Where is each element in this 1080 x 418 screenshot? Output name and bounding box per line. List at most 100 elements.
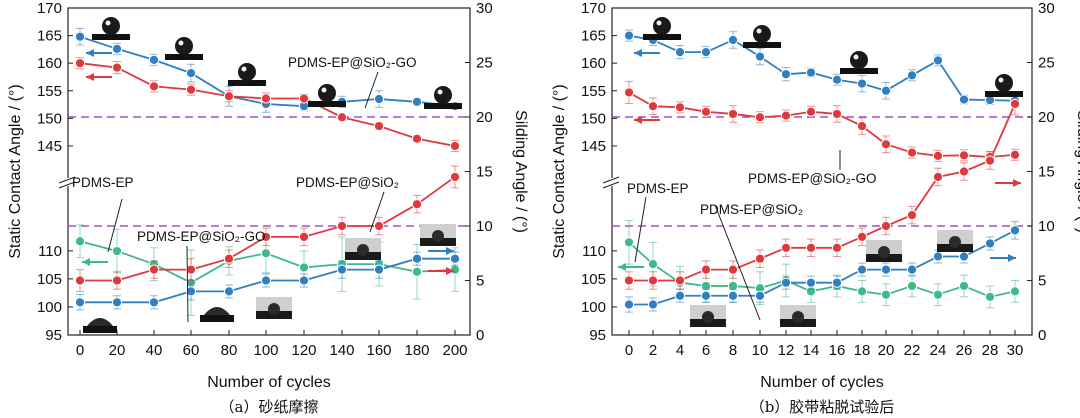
axis-arrow-head — [86, 73, 94, 81]
data-point — [805, 277, 817, 288]
axis-arrow-head — [634, 116, 642, 124]
data-point — [148, 81, 160, 92]
data-point — [223, 286, 235, 297]
data-point — [111, 43, 123, 54]
data-point — [74, 236, 86, 247]
data-point — [336, 264, 348, 275]
data-point — [185, 264, 197, 275]
x-tick-label: 100 — [253, 342, 278, 359]
data-point — [411, 199, 423, 210]
left-tick-label: 160 — [581, 55, 606, 72]
series-group — [623, 80, 1021, 163]
droplet-highlight — [998, 77, 1004, 83]
x-tick-label: 14 — [803, 342, 820, 359]
data-point — [111, 62, 123, 73]
droplet-substrate — [83, 326, 117, 333]
droplet-shape — [87, 318, 113, 326]
droplet-image — [937, 230, 973, 252]
droplet-substrate — [985, 91, 1023, 97]
data-point — [1009, 98, 1021, 110]
x-tick-label: 26 — [956, 342, 973, 359]
axis-break-mark — [58, 181, 76, 189]
data-point — [984, 238, 996, 249]
droplet-image — [780, 305, 816, 327]
droplet-highlight — [656, 20, 662, 26]
annotation-leader — [186, 245, 189, 323]
droplet-image — [165, 37, 203, 60]
x-tick-label: 2 — [649, 342, 657, 359]
panel-caption: （a）砂纸摩擦 — [220, 398, 319, 416]
droplet-image — [690, 305, 726, 327]
data-point — [74, 31, 86, 42]
data-point — [411, 266, 423, 277]
data-point — [74, 275, 86, 286]
data-point — [831, 277, 843, 288]
left-tick-label: 145 — [37, 138, 62, 155]
data-point — [932, 150, 944, 161]
series-line — [628, 34, 1016, 102]
data-point — [727, 108, 739, 120]
data-point — [298, 275, 310, 286]
series-group — [623, 221, 1021, 313]
x-tick-label: 0 — [625, 342, 633, 359]
x-tick-label: 6 — [702, 342, 710, 359]
droplet-substrate — [308, 101, 346, 107]
series-group — [623, 29, 1021, 106]
data-point — [880, 264, 892, 275]
left-tick-label: 165 — [581, 28, 606, 45]
data-point — [298, 231, 310, 242]
series-annotation: PDMS-EP — [627, 181, 689, 196]
x-tick-label: 140 — [329, 342, 354, 359]
data-point — [754, 290, 766, 301]
data-point — [906, 147, 918, 158]
data-point — [373, 264, 385, 275]
droplet-image — [200, 307, 234, 322]
data-point — [260, 248, 272, 259]
left-axis-label: Static Contact Angle / (°) — [551, 84, 568, 258]
left-tick-label: 150 — [581, 110, 606, 127]
right-tick-label: 15 — [476, 164, 493, 181]
left-tick-label: 100 — [581, 299, 606, 316]
data-point — [780, 69, 792, 80]
left-tick-label: 100 — [37, 299, 62, 316]
series-group — [74, 165, 461, 292]
right-tick-label: 20 — [1038, 109, 1055, 126]
data-point — [880, 220, 892, 232]
left-tick-label: 160 — [37, 55, 62, 72]
droplet-image — [308, 84, 346, 107]
data-point — [932, 55, 944, 66]
series-line — [628, 241, 1016, 298]
droplet-image — [345, 238, 381, 260]
data-point — [700, 47, 712, 58]
droplet-shape — [318, 84, 336, 102]
data-point — [260, 93, 272, 104]
data-point — [336, 220, 348, 232]
data-point — [805, 67, 817, 78]
x-tick-label: 30 — [1007, 342, 1024, 359]
droplet-shape — [204, 307, 230, 315]
x-tick-label: 10 — [752, 342, 769, 359]
droplet-shape — [102, 17, 120, 35]
x-tick-label: 60 — [183, 342, 200, 359]
droplet-image — [643, 17, 681, 40]
data-point — [111, 275, 123, 286]
series-annotation: PDMS-EP — [72, 175, 134, 190]
data-point — [906, 70, 918, 81]
droplet-substrate — [200, 315, 234, 322]
left-tick-label: 170 — [581, 0, 606, 17]
data-point — [185, 286, 197, 297]
data-point — [148, 264, 160, 275]
droplet-shape — [175, 37, 193, 55]
axis-break-mark — [58, 176, 76, 184]
droplet-substrate — [92, 34, 130, 40]
right-tick-label: 5 — [1038, 273, 1046, 290]
data-point — [880, 85, 892, 96]
droplet-highlight — [178, 40, 184, 46]
droplet-highlight — [437, 89, 443, 95]
droplet-shape — [432, 230, 444, 242]
droplet-image — [92, 17, 130, 40]
droplet-substrate — [424, 103, 462, 109]
droplet-image — [228, 63, 266, 86]
series-group — [623, 92, 1021, 290]
data-point — [647, 259, 659, 270]
